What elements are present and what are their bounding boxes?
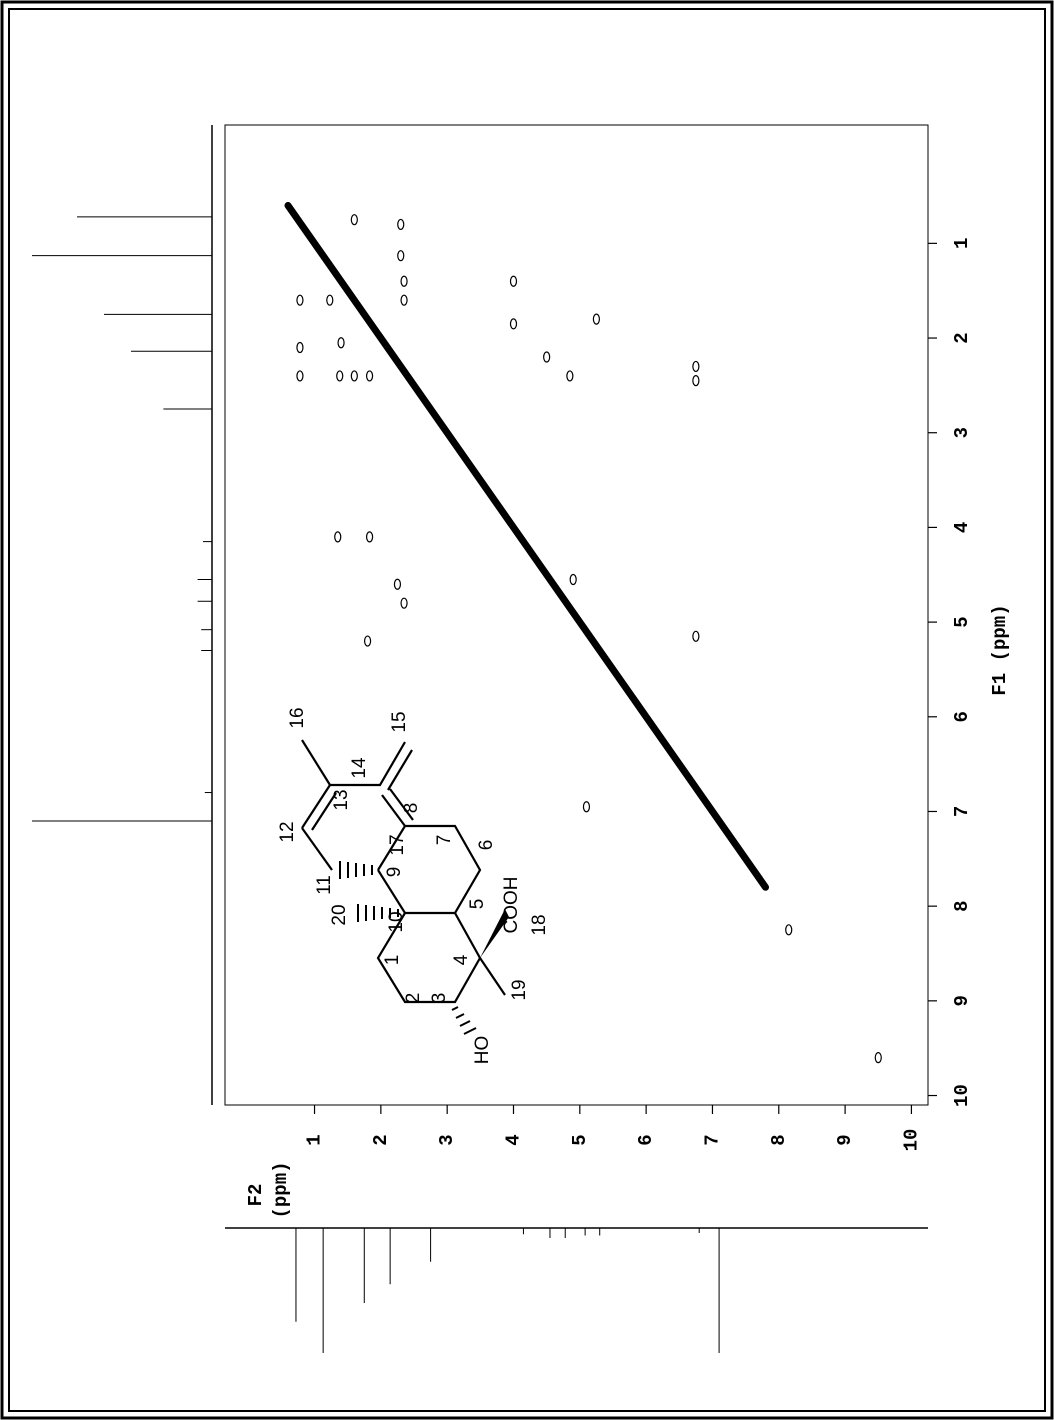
cross-peak <box>336 370 344 382</box>
y-tick-label: 6 <box>951 711 973 722</box>
bond <box>330 741 406 787</box>
cross-peak <box>509 275 518 287</box>
cross-peak <box>350 370 358 382</box>
y-axis-label: F1 (ppm) <box>989 604 1011 695</box>
y-tick-label: 8 <box>951 900 973 911</box>
atom-label: 5 <box>467 899 488 910</box>
cross-peak <box>592 313 600 325</box>
cross-peak <box>397 250 405 262</box>
cross-peak <box>692 630 700 642</box>
atom-label: 8 <box>401 803 422 814</box>
cross-peak <box>365 531 374 543</box>
cross-peak <box>334 531 342 543</box>
cross-peak <box>337 337 345 349</box>
cross-peak <box>296 370 304 382</box>
atom-label: 3 <box>429 993 450 1004</box>
bond <box>381 794 406 827</box>
inner-frame <box>8 8 1046 1412</box>
atom-label: 7 <box>434 835 455 846</box>
wedge-bond <box>480 909 509 958</box>
y-tick-label: 1 <box>951 238 973 249</box>
cross-peak <box>785 924 793 936</box>
atom-label: 6 <box>476 840 497 851</box>
atom-label: COOH <box>501 877 522 934</box>
x-tick-label: 9 <box>834 1134 856 1145</box>
atom-label: 2 <box>403 993 424 1004</box>
atom-label: 1 <box>382 955 403 966</box>
y-tick-label: 4 <box>951 522 973 533</box>
y-tick-label: 7 <box>951 806 973 817</box>
bond <box>311 792 337 831</box>
x-tick-label: 2 <box>370 1134 392 1145</box>
x-tick-label: 3 <box>436 1134 458 1145</box>
y-tick-label: 3 <box>951 427 973 438</box>
bond <box>389 788 414 821</box>
cross-peak <box>874 1052 882 1064</box>
cross-peak <box>509 318 518 330</box>
cross-peak <box>296 294 304 306</box>
atom-label: 12 <box>277 821 298 842</box>
atom-label: 20 <box>329 904 350 925</box>
cross-peak <box>326 294 334 306</box>
x-tick-label: 8 <box>768 1134 790 1145</box>
hashed-bond <box>339 861 477 1035</box>
bond <box>387 749 413 791</box>
cross-peak <box>363 635 372 647</box>
atom-label: 17 <box>387 834 408 855</box>
bond <box>301 784 331 829</box>
cross-peak <box>569 573 577 586</box>
bond <box>301 827 333 871</box>
y-tick-label: 9 <box>951 995 973 1006</box>
bond <box>479 957 506 996</box>
cross-peak <box>692 360 700 373</box>
atom-label: 11 <box>314 875 335 895</box>
cross-peak <box>400 597 408 609</box>
x-tick-label: 6 <box>635 1134 657 1145</box>
diagonal <box>284 201 770 891</box>
x-tick-label: 1 <box>304 1134 326 1145</box>
cross-peak <box>400 294 408 306</box>
atom-label: 13 <box>331 789 352 810</box>
ring-a <box>376 912 482 1004</box>
x-tick-label: 4 <box>503 1134 525 1145</box>
x-tick-label: 5 <box>569 1134 591 1145</box>
y-tick-label: 5 <box>951 616 973 627</box>
atom-label: 10 <box>386 911 407 932</box>
y-tick-label: 2 <box>951 332 973 343</box>
cross-peak <box>692 375 700 387</box>
atom-label: 16 <box>287 707 308 728</box>
cross-peak <box>400 275 408 287</box>
atom-label: 15 <box>389 711 410 732</box>
atom-label: 9 <box>384 867 405 878</box>
cross-peak <box>393 578 402 590</box>
plot-frame <box>224 124 929 1106</box>
cross-peak <box>296 341 304 354</box>
atom-label: 19 <box>509 979 530 1000</box>
cross-peak <box>566 370 574 382</box>
cross-peak <box>582 801 591 813</box>
atom-label: 14 <box>349 757 370 779</box>
bond <box>301 739 331 786</box>
x-axis-label: (ppm) <box>270 1161 292 1218</box>
cross-peak <box>365 370 374 382</box>
atom-label: HO <box>472 1036 493 1065</box>
x-axis-label: F2 <box>245 1184 267 1207</box>
x-tick-label: 10 <box>900 1129 922 1152</box>
atom-label: 4 <box>451 954 472 965</box>
atom-label: 18 <box>529 914 550 935</box>
cross-peak <box>543 351 551 363</box>
y-tick-label: 10 <box>951 1084 973 1107</box>
cross-peak <box>350 214 358 226</box>
x-tick-label: 7 <box>701 1134 723 1145</box>
cross-peak <box>397 218 405 231</box>
